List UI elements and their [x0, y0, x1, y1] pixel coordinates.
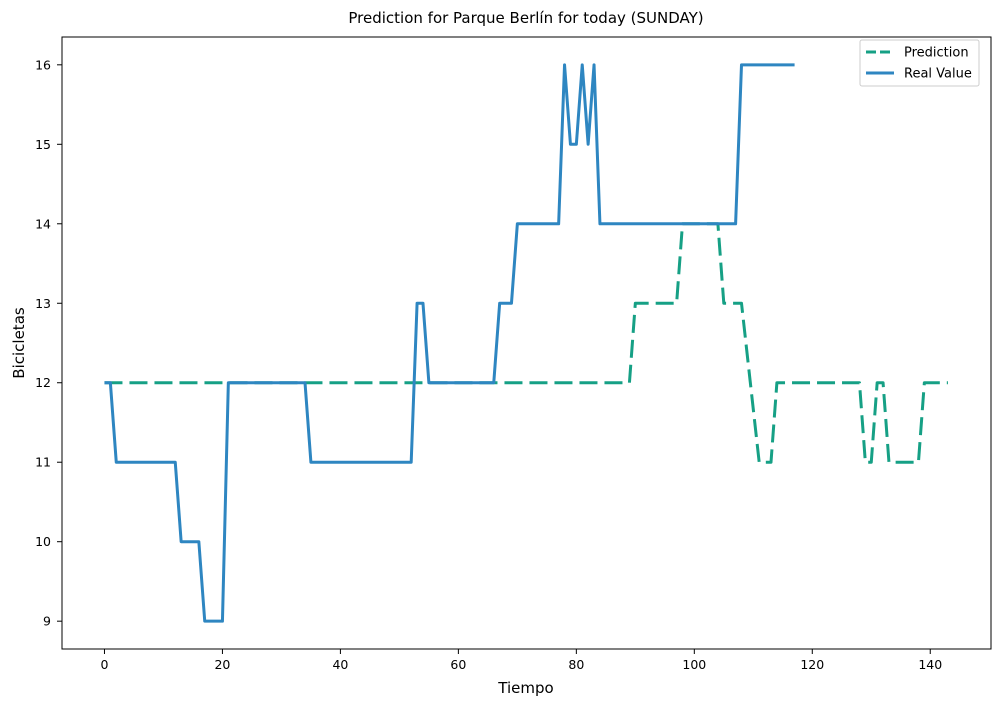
- series-line-prediction: [104, 222, 948, 464]
- x-tick-label: 60: [450, 657, 466, 672]
- legend-label: Real Value: [904, 67, 972, 82]
- y-axis-ticks: 9 10 11 12 13 14 15 16: [35, 57, 62, 629]
- x-tick-label: 120: [800, 657, 824, 672]
- y-tick-label: 14: [35, 216, 51, 231]
- x-tick-label: 0: [100, 657, 108, 672]
- x-axis-label: Tiempo: [497, 679, 553, 697]
- x-tick-label: 100: [682, 657, 706, 672]
- x-tick-label: 140: [918, 657, 942, 672]
- plot-area-frame: [61, 36, 992, 650]
- x-tick-label: 80: [568, 657, 584, 672]
- y-tick-label: 9: [43, 614, 51, 629]
- y-tick-label: 13: [35, 296, 51, 311]
- chart-title: Prediction for Parque Berlín for today (…: [348, 9, 703, 27]
- y-axis-label: Bicicletas: [10, 307, 28, 379]
- legend: Prediction Real Value: [859, 39, 980, 87]
- series-line-real-value: [104, 63, 795, 623]
- x-axis-ticks: 0 20 40 60 80 100 120 140: [100, 649, 942, 672]
- legend-label: Prediction: [904, 46, 969, 61]
- series-layer: [104, 63, 948, 623]
- y-tick-label: 16: [35, 57, 51, 72]
- y-tick-label: 10: [35, 534, 51, 549]
- y-tick-label: 11: [35, 455, 51, 470]
- x-tick-label: 40: [332, 657, 348, 672]
- y-tick-label: 15: [35, 137, 51, 152]
- y-tick-label: 12: [35, 375, 51, 390]
- x-tick-label: 20: [214, 657, 230, 672]
